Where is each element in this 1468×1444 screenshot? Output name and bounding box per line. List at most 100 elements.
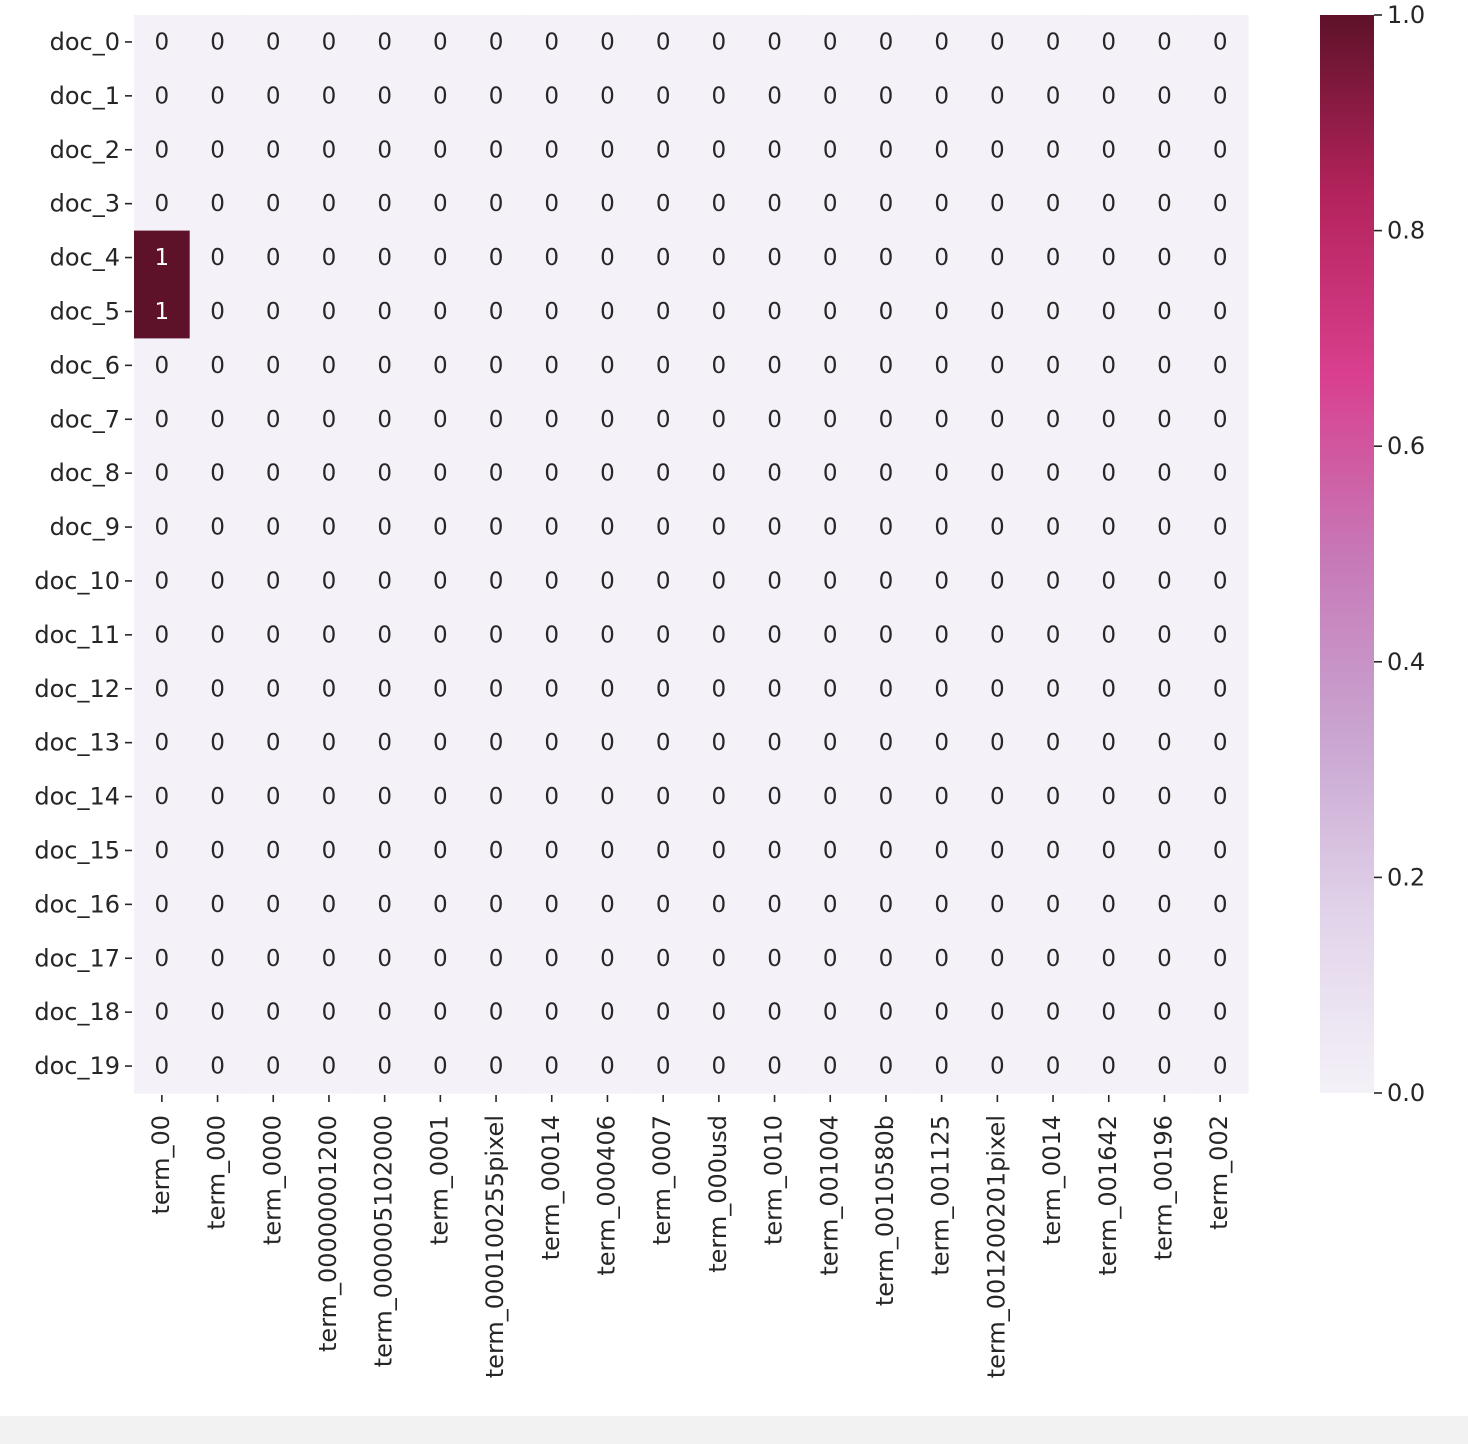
cell-value-label: 0 — [600, 946, 615, 972]
cell-value-label: 0 — [377, 515, 392, 541]
cell-value-label: 0 — [879, 568, 894, 594]
heatmap-cell — [356, 15, 414, 70]
heatmap-cell — [691, 338, 748, 393]
heatmap-cell — [468, 68, 525, 124]
cell-value-label: 0 — [656, 515, 671, 541]
cell-value-label: 0 — [767, 730, 782, 756]
cell-value-label: 0 — [990, 29, 1005, 55]
heatmap-cell — [969, 446, 1026, 501]
heatmap-cell — [1192, 446, 1249, 501]
cell-value-label: 0 — [489, 515, 504, 541]
row-label: doc_2 — [50, 136, 120, 164]
cell-value-label: 0 — [934, 784, 949, 810]
cell-value-label: 0 — [934, 191, 949, 217]
cell-value-label: 0 — [712, 892, 727, 918]
heatmap-cell — [1136, 715, 1193, 771]
cell-value-label: 0 — [879, 515, 894, 541]
heatmap-cell — [579, 338, 636, 393]
cell-value-label: 0 — [656, 892, 671, 918]
cell-value-label: 0 — [155, 83, 170, 109]
cell-value-label: 0 — [879, 892, 894, 918]
heatmap-cell — [189, 554, 246, 609]
cell-value-label: 0 — [1101, 892, 1116, 918]
heatmap-cell — [858, 1039, 915, 1094]
heatmap-cell — [1136, 823, 1193, 878]
heatmap-cell — [245, 823, 302, 878]
heatmap-cell — [301, 176, 358, 232]
heatmap-cell — [858, 931, 915, 986]
heatmap-cell — [746, 284, 803, 339]
heatmap-cell — [579, 15, 636, 70]
heatmap-cell — [635, 284, 692, 339]
heatmap-cell — [969, 230, 1026, 286]
cell-value-label: 0 — [1213, 946, 1228, 972]
cell-value-label: 0 — [1213, 83, 1228, 109]
row-label: doc_3 — [50, 190, 120, 218]
cell-value-label: 0 — [712, 730, 727, 756]
cell-value-label: 0 — [823, 676, 838, 702]
cell-value-label: 0 — [266, 568, 281, 594]
heatmap-cell — [468, 607, 525, 663]
cell-value-label: 0 — [656, 1054, 671, 1080]
heatmap-cell — [245, 15, 302, 70]
cell-value-label: 0 — [266, 245, 281, 271]
column-label: term_00000001200 — [314, 1115, 342, 1352]
cell-value-label: 0 — [656, 676, 671, 702]
cell-value-label: 0 — [1213, 568, 1228, 594]
heatmap-cell — [134, 68, 191, 124]
cell-value-label: 0 — [433, 622, 448, 648]
heatmap-cell — [1136, 985, 1193, 1040]
heatmap-cell — [858, 769, 915, 825]
heatmap-cell — [356, 823, 414, 878]
cell-value-label: 0 — [712, 83, 727, 109]
cell-value-label: 0 — [934, 515, 949, 541]
heatmap-cell — [301, 1039, 358, 1094]
cell-value-label: 0 — [322, 1000, 337, 1026]
heatmap-cell — [802, 338, 859, 393]
heatmap-cell — [1080, 715, 1138, 771]
cell-value-label: 0 — [823, 946, 838, 972]
heatmap-cell — [969, 392, 1026, 447]
heatmap-cell — [969, 338, 1026, 393]
cell-value-label: 0 — [823, 461, 838, 487]
row-axis: doc_0 doc_1 doc_2 doc_3 doc_4 doc_5 doc_6 doc_7… — [34, 28, 132, 1080]
heatmap-cell — [523, 823, 581, 878]
heatmap-cell — [468, 985, 525, 1040]
cell-value-label: 0 — [322, 1054, 337, 1080]
heatmap-cell — [468, 715, 525, 771]
heatmap-cell — [746, 715, 803, 771]
heatmap-cell — [802, 446, 859, 501]
heatmap-cell — [913, 931, 971, 986]
cell-value-label: 0 — [322, 461, 337, 487]
heatmap-cell — [412, 446, 469, 501]
heatmap-cell — [579, 554, 636, 609]
cell-value-label: 0 — [322, 245, 337, 271]
cell-value-label: 0 — [377, 676, 392, 702]
heatmap-cell — [245, 931, 302, 986]
heatmap-cell — [579, 715, 636, 771]
heatmap-cell — [523, 985, 581, 1040]
cell-value-label: 0 — [377, 1000, 392, 1026]
heatmap-cell — [523, 931, 581, 986]
heatmap-cell — [635, 15, 692, 70]
cell-value-label: 0 — [990, 838, 1005, 864]
row-label: doc_9 — [50, 513, 120, 541]
heatmap-cell — [245, 176, 302, 232]
heatmap-cell — [245, 554, 302, 609]
heatmap-cell — [635, 769, 692, 825]
cell-value-label: 0 — [990, 568, 1005, 594]
cell-value-label: 0 — [544, 1054, 559, 1080]
cell-value-label: 0 — [1157, 191, 1172, 217]
heatmap-cell — [858, 176, 915, 232]
column-label: term_002 — [1205, 1115, 1233, 1230]
heatmap-cell — [1080, 284, 1138, 339]
cell-value-label: 0 — [1213, 137, 1228, 163]
cell-value-label: 0 — [544, 245, 559, 271]
heatmap-cell — [1192, 392, 1249, 447]
heatmap-cell — [1192, 1039, 1249, 1094]
cell-value-label: 0 — [934, 1000, 949, 1026]
cell-value-label: 0 — [155, 838, 170, 864]
heatmap-cell — [913, 1039, 971, 1094]
cell-value-label: 0 — [266, 892, 281, 918]
cell-value-label: 0 — [879, 137, 894, 163]
